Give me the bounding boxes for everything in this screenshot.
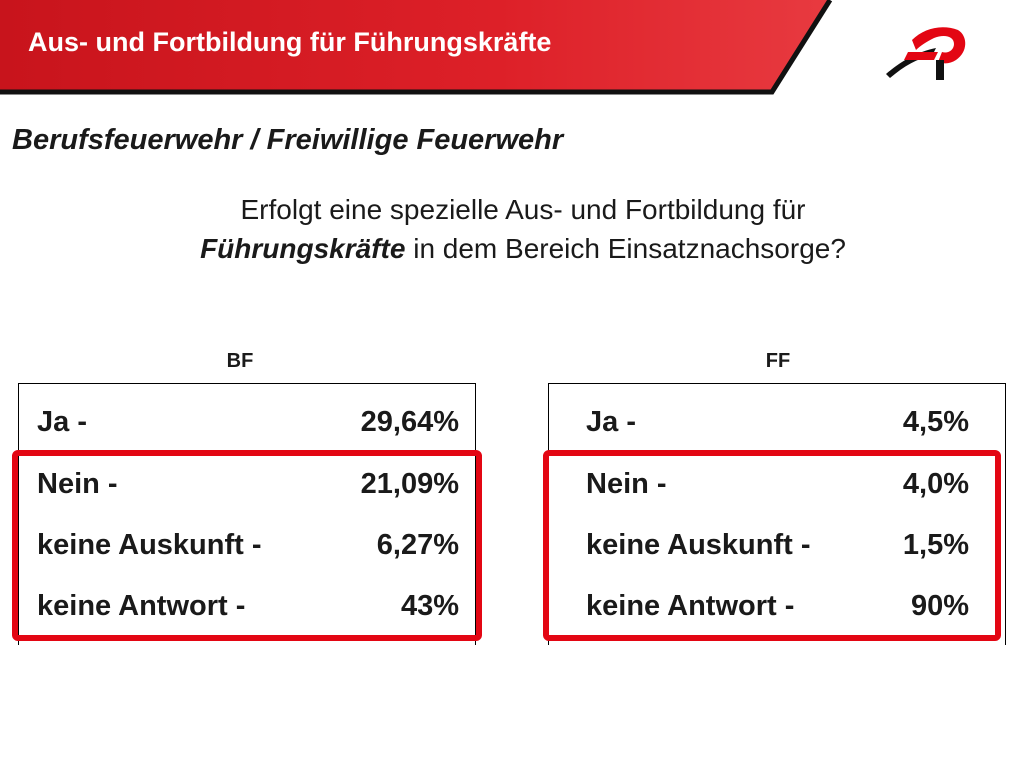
column-heading-ff: FF xyxy=(765,350,791,372)
question-line-2: Führungskräfte in dem Bereich Einsatznac… xyxy=(0,229,1024,268)
row-label: Nein - xyxy=(37,468,118,500)
row-label: Ja - xyxy=(586,406,636,438)
row-label: Ja - xyxy=(37,406,87,438)
question-line-1: Erfolgt eine spezielle Aus- und Fortbild… xyxy=(240,194,806,225)
row-label: keine Auskunft - xyxy=(586,529,811,561)
header-title: Aus- und Fortbildung für Führungskräfte xyxy=(28,27,552,57)
panel-bf: Ja - 29,64% Nein - 21,09% keine Auskunft… xyxy=(18,383,476,645)
table-row: keine Antwort - 43% xyxy=(19,590,475,634)
highlight-frame-ff xyxy=(543,450,1001,641)
row-value: 21,09% xyxy=(360,468,459,500)
table-row: Ja - 29,64% xyxy=(19,406,475,450)
row-value: 1,5% xyxy=(902,529,969,561)
row-value: 4,0% xyxy=(902,468,969,500)
row-value: 6,27% xyxy=(376,529,459,561)
row-label: keine Auskunft - xyxy=(37,529,262,561)
table-row: keine Auskunft - 6,27% xyxy=(19,529,475,573)
panel-ff: Ja - 4,5% Nein - 4,0% keine Auskunft - 1… xyxy=(548,383,1006,645)
highlight-frame-bf xyxy=(12,450,482,641)
row-value: 29,64% xyxy=(360,406,459,438)
table-row: Nein - 4,0% xyxy=(549,468,1005,512)
header-band xyxy=(0,0,833,95)
subtitle: Berufsfeuerwehr / Freiwillige Feuerwehr xyxy=(12,124,564,156)
column-heading-bf: BF xyxy=(226,350,254,372)
table-row: keine Antwort - 90% xyxy=(549,590,1005,634)
fire-department-logo-icon xyxy=(886,27,966,80)
row-value: 4,5% xyxy=(902,406,969,438)
table-row: keine Auskunft - 1,5% xyxy=(549,529,1005,573)
table-row: Nein - 21,09% xyxy=(19,468,475,512)
question: Erfolgt eine spezielle Aus- und Fortbild… xyxy=(0,190,1024,268)
row-value: 90% xyxy=(910,590,969,622)
question-emphasis: Führungskräfte xyxy=(200,233,406,264)
table-row: Ja - 4,5% xyxy=(549,406,1005,450)
row-label: keine Antwort - xyxy=(586,590,795,622)
row-value: 43% xyxy=(400,590,459,622)
question-line-2-rest: in dem Bereich Einsatznachsorge? xyxy=(405,233,846,264)
row-label: keine Antwort - xyxy=(37,590,246,622)
row-label: Nein - xyxy=(586,468,667,500)
